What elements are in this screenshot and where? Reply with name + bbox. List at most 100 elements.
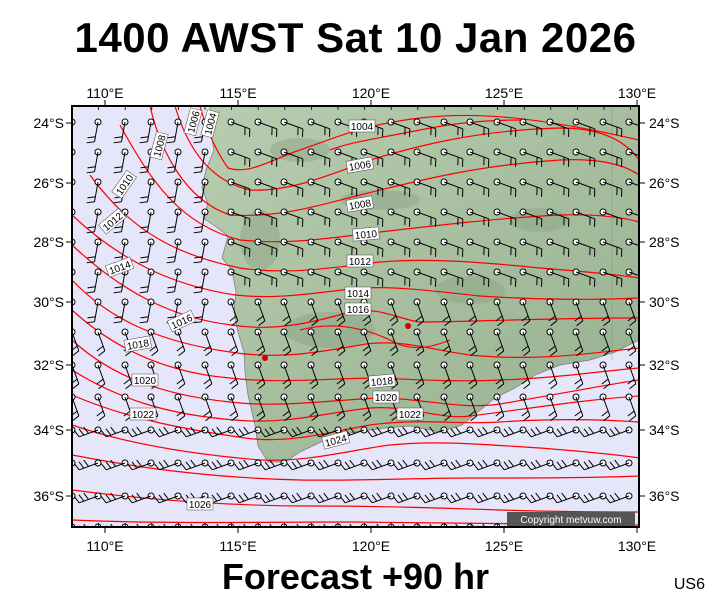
wind-barb	[493, 268, 517, 287]
wind-barb	[445, 459, 474, 471]
lat-label-left: 24°S	[33, 115, 64, 131]
wind-barb	[334, 238, 358, 257]
wind-barb	[572, 238, 596, 257]
isobar	[89, 174, 639, 279]
lat-label-right: 32°S	[649, 357, 680, 373]
wind-barb	[466, 238, 490, 257]
wind-barb	[551, 459, 580, 471]
wind-barb	[604, 459, 633, 471]
wind-barb	[254, 393, 266, 422]
wind-barb	[307, 148, 331, 167]
wind-barb	[180, 459, 209, 471]
wind-barb	[599, 148, 623, 167]
lat-label-right: 24°S	[649, 115, 680, 131]
wind-barb	[599, 268, 623, 287]
wind-barb	[166, 238, 182, 264]
wind-barb	[519, 208, 543, 227]
wind-barb	[546, 393, 558, 422]
wind-barb	[360, 393, 372, 422]
wind-barb	[466, 298, 478, 327]
wind-barb	[286, 492, 315, 504]
wind-barb	[440, 393, 452, 422]
wind-barb	[233, 492, 262, 504]
wind-barb	[193, 178, 209, 204]
wind-barb	[498, 426, 527, 438]
wind-barb	[493, 298, 505, 327]
lat-label-left: 32°S	[33, 357, 64, 373]
wind-barb	[139, 208, 155, 234]
wind-barb	[100, 459, 129, 471]
wind-barb	[227, 208, 251, 227]
wind-barb	[599, 178, 623, 197]
wind-barb	[493, 178, 517, 197]
wind-barb	[206, 459, 235, 471]
svg-text:1006: 1006	[348, 159, 372, 174]
wind-barb	[493, 393, 505, 422]
wind-barb	[440, 361, 452, 390]
wind-barb	[366, 426, 395, 438]
wind-barb	[578, 426, 607, 438]
wind-barb	[599, 328, 611, 357]
lat-label-left: 34°S	[33, 422, 64, 438]
wind-barb	[578, 492, 607, 504]
wind-barb	[392, 426, 421, 438]
wind-barb	[551, 492, 580, 504]
wind-barb	[193, 148, 209, 174]
svg-text:1014: 1014	[347, 289, 370, 300]
wind-barb	[493, 118, 517, 137]
isobar-label: 1010	[352, 226, 380, 242]
wind-barb	[413, 298, 425, 327]
wind-barb	[193, 238, 209, 264]
wind-barb	[233, 426, 262, 438]
wind-barb	[334, 208, 358, 227]
wind-barb	[413, 361, 425, 390]
wind-barb	[254, 178, 278, 197]
wind-barb	[445, 426, 474, 438]
wind-barb	[472, 492, 501, 504]
lon-label-bottom: 115°E	[219, 538, 256, 554]
wind-barb	[334, 328, 346, 357]
wind-barb	[440, 208, 464, 227]
isobar-label: 1022	[396, 407, 424, 421]
wind-barb	[440, 118, 464, 137]
wind-barb	[387, 238, 411, 257]
wind-barb	[227, 268, 251, 287]
wind-barb	[100, 426, 129, 438]
wind-barb	[113, 298, 129, 324]
wind-barb	[139, 118, 155, 144]
wind-barb	[519, 393, 531, 422]
wind-barb	[546, 238, 570, 257]
wind-barb	[599, 238, 623, 257]
wind-barb	[201, 393, 213, 422]
wind-barb	[86, 118, 102, 144]
wind-barb	[551, 426, 580, 438]
lon-label-bottom: 110°E	[86, 538, 123, 554]
wind-barb	[413, 268, 437, 287]
wind-barb	[519, 238, 543, 257]
wind-barb	[166, 268, 182, 294]
wind-barb	[313, 492, 342, 504]
wind-barb	[572, 118, 596, 137]
wind-barb	[546, 118, 570, 137]
wind-barb	[153, 459, 182, 471]
wind-barb	[259, 492, 288, 504]
wind-barb	[280, 208, 304, 227]
wind-barb	[166, 178, 182, 204]
lon-label-bottom: 120°E	[352, 538, 390, 554]
wind-barb	[307, 178, 331, 197]
map-title: 1400 AWST Sat 10 Jan 2026	[74, 14, 637, 61]
wind-barb	[307, 268, 331, 287]
wind-barb	[254, 208, 278, 227]
wind-barb	[572, 208, 596, 227]
wind-barb	[166, 208, 182, 234]
wind-barb	[419, 426, 448, 438]
svg-text:1018: 1018	[370, 376, 394, 389]
wind-barb	[180, 426, 209, 438]
wind-barb	[466, 208, 490, 227]
wind-barb	[419, 492, 448, 504]
wind-barb	[387, 178, 411, 197]
wind-barb	[313, 426, 342, 438]
isobar	[199, 106, 639, 171]
wind-barb	[259, 426, 288, 438]
wind-barb	[86, 268, 102, 294]
